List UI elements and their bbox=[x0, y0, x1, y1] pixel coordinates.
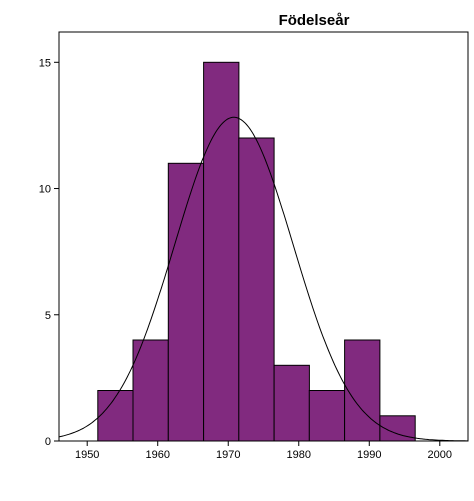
bar-5 bbox=[273, 364, 310, 442]
y-tick-label-1: 5 bbox=[45, 310, 51, 322]
y-tick-label-2: 10 bbox=[39, 184, 51, 196]
bars-group bbox=[97, 61, 416, 442]
x-tick-label-3: 1980 bbox=[287, 449, 311, 461]
bar-2 bbox=[167, 162, 205, 442]
y-tick-label-0: 0 bbox=[45, 436, 51, 448]
x-tick-label-2: 1970 bbox=[216, 449, 240, 461]
x-tick-label-5: 2000 bbox=[428, 449, 452, 461]
chart-title: Födelseår bbox=[279, 12, 350, 29]
bar-3 bbox=[203, 61, 240, 442]
bar-6 bbox=[308, 390, 346, 442]
x-tick-label-0: 1950 bbox=[75, 449, 99, 461]
y-tick-label-3: 15 bbox=[39, 57, 51, 69]
normal-curve bbox=[58, 116, 468, 442]
x-tick-label-4: 1990 bbox=[357, 449, 381, 461]
bar-7 bbox=[344, 339, 381, 442]
y-axis: 0 5 10 15 bbox=[39, 57, 59, 448]
bar-0 bbox=[97, 390, 134, 442]
x-tick-label-1: 1960 bbox=[145, 449, 169, 461]
x-axis: 1950 1960 1970 1980 1990 2000 bbox=[75, 441, 452, 461]
bar-1 bbox=[132, 339, 169, 442]
bar-4 bbox=[238, 137, 275, 442]
